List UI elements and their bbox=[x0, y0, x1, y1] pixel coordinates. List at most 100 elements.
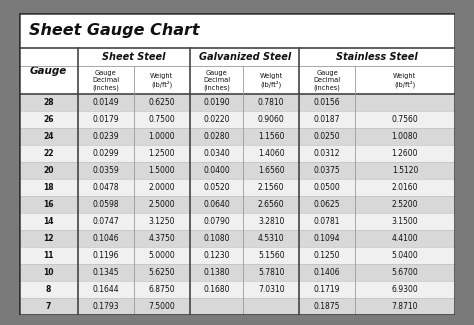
Bar bbox=[19, 196, 455, 213]
Text: 7.5000: 7.5000 bbox=[148, 302, 175, 311]
Text: 10: 10 bbox=[43, 268, 54, 277]
Text: 1.2500: 1.2500 bbox=[148, 149, 175, 158]
Text: 2.1560: 2.1560 bbox=[258, 183, 284, 192]
Bar bbox=[19, 298, 455, 315]
Text: 3.1500: 3.1500 bbox=[392, 217, 418, 226]
Text: 0.0179: 0.0179 bbox=[92, 115, 119, 124]
Text: 2.0160: 2.0160 bbox=[392, 183, 418, 192]
Bar bbox=[19, 230, 455, 247]
Bar bbox=[19, 247, 455, 264]
Text: 1.4060: 1.4060 bbox=[258, 149, 284, 158]
Text: 2.5000: 2.5000 bbox=[148, 200, 175, 209]
Text: 0.1250: 0.1250 bbox=[314, 251, 340, 260]
Text: 0.1680: 0.1680 bbox=[203, 285, 230, 294]
Text: 6.9300: 6.9300 bbox=[392, 285, 418, 294]
Text: 1.2600: 1.2600 bbox=[392, 149, 418, 158]
Text: 0.0375: 0.0375 bbox=[314, 166, 340, 175]
Text: 0.0625: 0.0625 bbox=[314, 200, 340, 209]
Text: 1.5000: 1.5000 bbox=[148, 166, 175, 175]
Text: 0.0156: 0.0156 bbox=[314, 98, 340, 107]
Text: 5.0400: 5.0400 bbox=[392, 251, 418, 260]
Text: Gauge
Decimal
(inches): Gauge Decimal (inches) bbox=[203, 70, 230, 91]
Text: 1.5120: 1.5120 bbox=[392, 166, 418, 175]
Text: 0.0359: 0.0359 bbox=[92, 166, 119, 175]
Text: 8: 8 bbox=[46, 285, 51, 294]
Text: 1.0080: 1.0080 bbox=[392, 132, 418, 141]
Bar bbox=[19, 67, 455, 94]
Text: 14: 14 bbox=[43, 217, 54, 226]
Text: 0.0149: 0.0149 bbox=[92, 98, 119, 107]
Text: 0.1719: 0.1719 bbox=[314, 285, 340, 294]
Text: 1.1560: 1.1560 bbox=[258, 132, 284, 141]
Text: 5.6700: 5.6700 bbox=[392, 268, 418, 277]
Text: 0.0747: 0.0747 bbox=[92, 217, 119, 226]
Text: Sheet Gauge Chart: Sheet Gauge Chart bbox=[28, 23, 199, 38]
Text: 0.1046: 0.1046 bbox=[92, 234, 119, 243]
Text: Gauge
Decimal
(inches): Gauge Decimal (inches) bbox=[313, 70, 341, 91]
Text: 0.1196: 0.1196 bbox=[93, 251, 119, 260]
Text: Weight
(lb/ft²): Weight (lb/ft²) bbox=[393, 72, 417, 88]
Text: 0.0190: 0.0190 bbox=[203, 98, 230, 107]
Text: 0.0500: 0.0500 bbox=[314, 183, 340, 192]
Text: 0.0520: 0.0520 bbox=[203, 183, 230, 192]
Bar bbox=[19, 128, 455, 145]
Text: 0.0598: 0.0598 bbox=[92, 200, 119, 209]
Bar bbox=[19, 213, 455, 230]
Text: 0.1080: 0.1080 bbox=[203, 234, 230, 243]
Text: 3.1250: 3.1250 bbox=[148, 217, 175, 226]
Text: 4.3750: 4.3750 bbox=[148, 234, 175, 243]
Text: Sheet Steel: Sheet Steel bbox=[102, 52, 166, 62]
Bar bbox=[19, 179, 455, 196]
Text: Weight
(lb/ft²): Weight (lb/ft²) bbox=[150, 72, 173, 88]
Text: Galvanized Steel: Galvanized Steel bbox=[199, 52, 291, 62]
Text: 5.1560: 5.1560 bbox=[258, 251, 284, 260]
Text: 0.1345: 0.1345 bbox=[92, 268, 119, 277]
Text: 0.1644: 0.1644 bbox=[92, 285, 119, 294]
Bar bbox=[19, 48, 455, 67]
Text: 3.2810: 3.2810 bbox=[258, 217, 284, 226]
Bar bbox=[19, 162, 455, 179]
Text: 0.0478: 0.0478 bbox=[92, 183, 119, 192]
Text: 5.7810: 5.7810 bbox=[258, 268, 284, 277]
Text: 0.1793: 0.1793 bbox=[92, 302, 119, 311]
Text: 0.0280: 0.0280 bbox=[203, 132, 230, 141]
Text: Gauge
Decimal
(inches): Gauge Decimal (inches) bbox=[92, 70, 119, 91]
Text: 22: 22 bbox=[43, 149, 54, 158]
Text: Gauge: Gauge bbox=[30, 66, 67, 76]
Text: 16: 16 bbox=[43, 200, 54, 209]
Text: 28: 28 bbox=[43, 98, 54, 107]
Text: 0.0312: 0.0312 bbox=[314, 149, 340, 158]
Text: 0.0250: 0.0250 bbox=[314, 132, 340, 141]
Text: 1.0000: 1.0000 bbox=[148, 132, 175, 141]
Text: 6.8750: 6.8750 bbox=[148, 285, 175, 294]
Text: 0.7810: 0.7810 bbox=[258, 98, 284, 107]
Text: 0.1230: 0.1230 bbox=[203, 251, 230, 260]
Text: 0.0239: 0.0239 bbox=[92, 132, 119, 141]
Text: 12: 12 bbox=[43, 234, 54, 243]
Text: 0.7500: 0.7500 bbox=[148, 115, 175, 124]
Bar bbox=[19, 111, 455, 128]
Text: 0.6250: 0.6250 bbox=[148, 98, 175, 107]
Text: 2.0000: 2.0000 bbox=[148, 183, 175, 192]
Text: 5.0000: 5.0000 bbox=[148, 251, 175, 260]
Text: 0.0400: 0.0400 bbox=[203, 166, 230, 175]
Text: 0.0187: 0.0187 bbox=[314, 115, 340, 124]
Text: 0.1406: 0.1406 bbox=[314, 268, 340, 277]
Bar bbox=[19, 264, 455, 281]
Text: Weight
(lb/ft²): Weight (lb/ft²) bbox=[260, 72, 283, 88]
Text: 0.0299: 0.0299 bbox=[92, 149, 119, 158]
Text: 20: 20 bbox=[43, 166, 54, 175]
Text: 18: 18 bbox=[43, 183, 54, 192]
Text: 0.9060: 0.9060 bbox=[258, 115, 284, 124]
Text: 24: 24 bbox=[43, 132, 54, 141]
Text: 2.5200: 2.5200 bbox=[392, 200, 418, 209]
Text: 2.6560: 2.6560 bbox=[258, 200, 284, 209]
Text: 0.0640: 0.0640 bbox=[203, 200, 230, 209]
Text: 0.0340: 0.0340 bbox=[203, 149, 230, 158]
Text: 11: 11 bbox=[43, 251, 54, 260]
Bar bbox=[19, 145, 455, 162]
Text: 7: 7 bbox=[46, 302, 51, 311]
Text: 4.4100: 4.4100 bbox=[392, 234, 418, 243]
Text: 4.5310: 4.5310 bbox=[258, 234, 284, 243]
Bar bbox=[19, 281, 455, 298]
